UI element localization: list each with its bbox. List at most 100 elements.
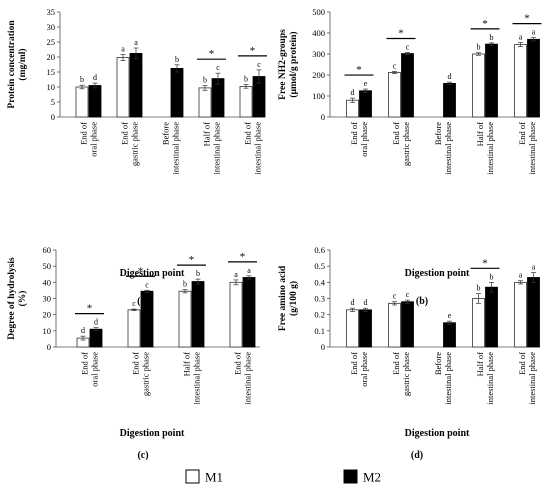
bar-m1-4 bbox=[472, 298, 485, 348]
y-tick-label: 10 bbox=[43, 326, 52, 336]
y-tick-label: 25 bbox=[47, 37, 56, 47]
significance-star: * bbox=[398, 28, 404, 40]
x-axis-title: Digestion point bbox=[405, 268, 470, 279]
significance-letter: c bbox=[393, 292, 397, 301]
significance-letter: b bbox=[477, 43, 481, 52]
bar-m2-2 bbox=[401, 53, 414, 118]
legend-swatch-m1 bbox=[185, 469, 200, 484]
bar-m2-1 bbox=[359, 309, 372, 348]
y-tick-label: 10 bbox=[47, 82, 56, 92]
legend-swatch-m2 bbox=[343, 469, 358, 484]
bar-m1-2 bbox=[388, 302, 401, 348]
significance-letter: d bbox=[94, 318, 98, 327]
bar-m1-4 bbox=[198, 87, 212, 118]
x-category-label: End of bbox=[120, 122, 130, 145]
y-tick-label: 20 bbox=[43, 310, 52, 320]
significance-letter: b bbox=[80, 75, 84, 84]
x-category-label: intestinal phase bbox=[192, 352, 202, 405]
bar-m1-4 bbox=[229, 281, 243, 348]
y-tick-label: 500 bbox=[312, 7, 325, 17]
x-axis-title: Digestion point bbox=[120, 428, 185, 439]
panel-label: (c) bbox=[137, 450, 148, 461]
legend-label-m1: M1 bbox=[205, 470, 223, 485]
bar-m2-4 bbox=[211, 78, 225, 118]
x-category-label: End of bbox=[349, 352, 359, 375]
significance-letter: c bbox=[406, 290, 410, 299]
x-category-label: oral phase bbox=[359, 122, 369, 157]
significance-letter: c bbox=[257, 60, 261, 69]
significance-letter: e bbox=[448, 311, 452, 320]
y-axis-title: Protein concentration bbox=[7, 20, 17, 109]
x-category-label: End of bbox=[243, 122, 253, 145]
bar-m2-3 bbox=[170, 68, 184, 118]
x-category-label: Half of bbox=[182, 352, 192, 376]
significance-letter: d bbox=[364, 298, 368, 307]
bar-m2-1 bbox=[359, 90, 372, 118]
x-category-label: Half of bbox=[475, 122, 485, 146]
bar-m2-3 bbox=[443, 83, 456, 118]
bar-m2-4 bbox=[485, 43, 498, 118]
y-axis-title: (μmol/g protein) bbox=[288, 31, 299, 97]
significance-letter: a bbox=[134, 38, 138, 47]
significance-letter: c bbox=[216, 63, 220, 72]
significance-letter: a bbox=[121, 45, 125, 54]
significance-star: * bbox=[87, 303, 93, 315]
bar-m2-1 bbox=[89, 328, 103, 348]
chart-panel-b: 0 100 200 300 400 500 Free NH2-groups (μmol/g p… bbox=[278, 7, 542, 307]
x-category-label: oral phase bbox=[89, 122, 99, 157]
x-category-label: End of bbox=[517, 122, 527, 145]
x-category-label: intestinal phase bbox=[485, 122, 495, 175]
significance-letter: c bbox=[393, 61, 397, 70]
significance-letter: c bbox=[406, 43, 410, 52]
y-tick-label: 60 bbox=[43, 245, 52, 255]
x-category-label: End of bbox=[349, 122, 359, 145]
bar-m2-1 bbox=[88, 85, 102, 118]
significance-letter: a bbox=[247, 266, 251, 275]
x-category-label: End of bbox=[517, 352, 527, 375]
x-category-label: oral phase bbox=[359, 352, 369, 387]
significance-letter: b bbox=[477, 284, 481, 293]
significance-star: * bbox=[240, 251, 246, 263]
significance-star: * bbox=[250, 45, 256, 57]
x-category-label: Half of bbox=[475, 352, 485, 376]
y-axis-title: Free amino acid bbox=[278, 265, 288, 331]
significance-star: * bbox=[138, 265, 144, 277]
y-tick-label: 0.5 bbox=[314, 261, 325, 271]
bar-m1-1 bbox=[75, 86, 89, 118]
bar-m1-2 bbox=[388, 72, 401, 118]
bar-m2-4 bbox=[242, 277, 256, 348]
significance-letter: c bbox=[145, 280, 149, 289]
x-category-label: End of bbox=[80, 352, 90, 375]
significance-letter: b bbox=[183, 280, 187, 289]
bar-m2-2 bbox=[401, 301, 414, 348]
significance-letter: b bbox=[203, 76, 207, 85]
significance-letter: b bbox=[490, 33, 494, 42]
x-category-label: intestinal phase bbox=[243, 352, 253, 405]
bar-m2-2 bbox=[140, 290, 154, 348]
x-category-label: Before bbox=[433, 352, 443, 375]
y-tick-label: 15 bbox=[47, 67, 56, 77]
significance-letter: b bbox=[490, 272, 494, 281]
significance-star: * bbox=[189, 254, 195, 266]
significance-letter: a bbox=[519, 271, 523, 280]
legend-label-m2: M2 bbox=[363, 470, 381, 485]
y-tick-label: 0.6 bbox=[314, 245, 325, 255]
y-tick-label: 0.3 bbox=[314, 294, 325, 304]
y-tick-label: 5 bbox=[51, 97, 55, 107]
x-category-label: End of bbox=[233, 352, 243, 375]
y-tick-label: 35 bbox=[47, 7, 56, 17]
significance-letter: b bbox=[175, 55, 179, 64]
bar-m1-5 bbox=[239, 86, 253, 118]
legend: M1 M2 bbox=[185, 469, 381, 485]
y-tick-label: 40 bbox=[43, 277, 52, 287]
y-tick-label: 0 bbox=[321, 112, 325, 122]
y-tick-label: 0.2 bbox=[314, 310, 325, 320]
x-category-label: intestinal phase bbox=[485, 352, 495, 405]
bar-m2-5 bbox=[527, 38, 540, 118]
bar-m2-2 bbox=[129, 53, 143, 118]
y-axis-title: (g/100 g) bbox=[288, 281, 299, 316]
bar-m1-4 bbox=[472, 53, 485, 118]
y-tick-label: 30 bbox=[47, 22, 56, 32]
bar-m1-1 bbox=[346, 99, 359, 118]
significance-letter: d bbox=[351, 88, 355, 97]
